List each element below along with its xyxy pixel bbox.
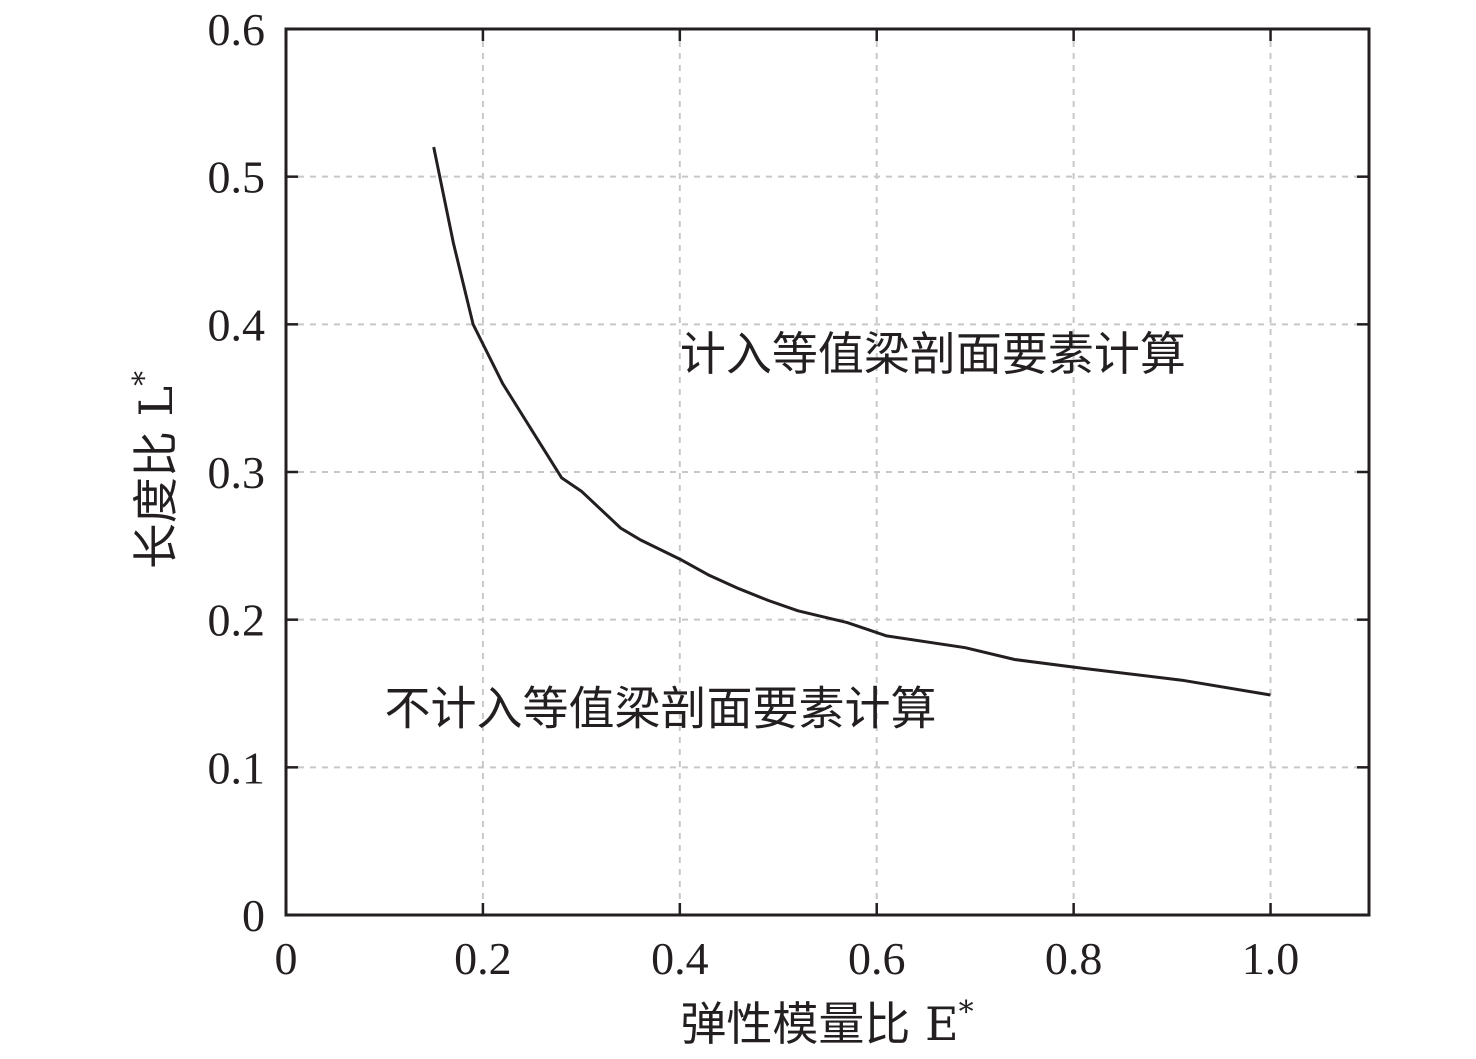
axis-ticks bbox=[284, 27, 1369, 917]
y-axis-title: 长度比 L* bbox=[127, 371, 183, 569]
x-tick-label: 0.4 bbox=[651, 933, 709, 984]
x-tick-label: 0.2 bbox=[454, 933, 512, 984]
y-tick-label: 0.1 bbox=[208, 742, 266, 793]
y-tick-labels: 0 0.1 0.2 0.3 0.4 0.5 0.6 bbox=[208, 4, 266, 941]
x-tick-labels: 0 0.2 0.4 0.6 0.8 1.0 bbox=[275, 933, 1300, 984]
x-tick-label: 1.0 bbox=[1242, 933, 1300, 984]
y-tick-label: 0.2 bbox=[208, 595, 266, 646]
x-tick-label: 0 bbox=[275, 933, 298, 984]
gridlines bbox=[286, 29, 1369, 915]
annotation-2: 不计入等值梁剖面要素计算 bbox=[384, 681, 936, 735]
y-tick-label: 0.5 bbox=[208, 152, 266, 203]
y-tick-label: 0.3 bbox=[208, 447, 266, 498]
y-tick-label: 0.4 bbox=[208, 299, 266, 350]
y-tick-label: 0 bbox=[242, 890, 265, 941]
annotation-1: 计入等值梁剖面要素计算 bbox=[680, 327, 1186, 381]
series-line bbox=[432, 146, 1271, 697]
x-axis-title: 弹性模量比 E* bbox=[680, 995, 973, 1051]
y-tick-label: 0.6 bbox=[208, 4, 266, 55]
x-tick-label: 0.6 bbox=[848, 933, 906, 984]
x-tick-label: 0.8 bbox=[1045, 933, 1103, 984]
